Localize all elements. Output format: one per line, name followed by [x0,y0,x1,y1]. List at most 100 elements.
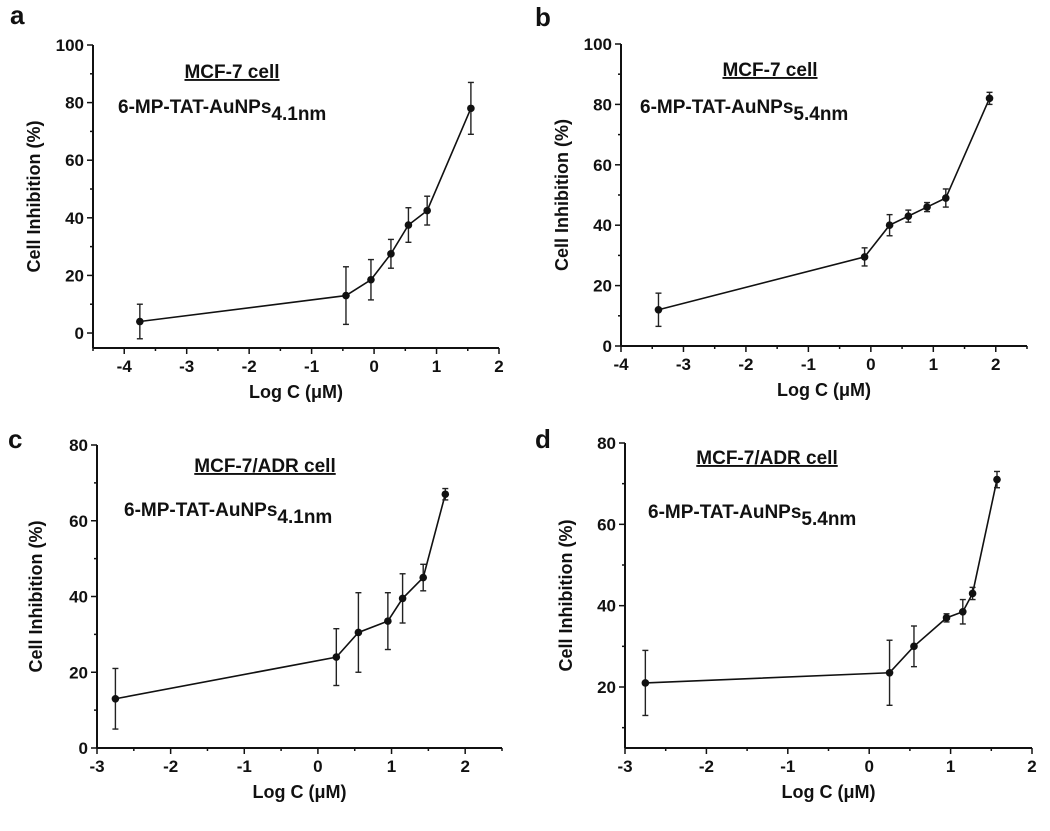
x-tick-label: 0 [864,757,873,776]
x-tick-label: -1 [801,355,816,374]
x-tick-label: -1 [237,757,252,776]
y-tick-label: 60 [69,512,88,531]
data-point [441,490,450,499]
y-tick-label: 20 [69,663,88,682]
series-line [139,108,472,323]
data-point [985,94,994,103]
panel-letter: c [8,424,22,454]
data-point [641,679,650,687]
subtitle-subscript: 5.4nm [801,509,856,530]
x-tick-label: 0 [313,757,322,776]
x-tick-label: -3 [89,757,104,776]
y-tick-label: 20 [65,266,84,285]
x-tick-label: -3 [676,355,691,374]
subtitle-main: 6-MP-TAT-AuNPs [124,500,277,521]
x-axis-label: Log C (μM) [249,382,343,402]
panel-title: MCF-7 cell [184,62,279,83]
data-point [367,275,375,284]
data-point [419,573,428,582]
x-axis-label: Log C (μM) [253,782,347,802]
x-tick-label: -4 [613,355,629,374]
x-tick-label: 1 [929,355,938,374]
panel-subtitle: 6-MP-TAT-AuNPs4.1nm [124,500,332,528]
data-point [923,203,931,211]
x-tick-label: -2 [163,757,178,776]
y-tick-label: 80 [69,436,88,455]
y-tick-label: 80 [593,95,612,114]
x-tick-label: 1 [946,757,955,776]
panel-title: MCF-7 cell [722,60,817,81]
x-tick-label: 2 [460,757,469,776]
x-axis-label: Log C (μM) [777,380,871,400]
data-point [885,668,894,677]
x-tick-label: -1 [304,357,319,376]
panel-letter: a [10,0,25,30]
y-tick-label: 40 [69,588,88,607]
data-point [136,317,144,326]
y-tick-label: 40 [65,209,84,228]
data-point [993,475,1001,484]
subtitle-main: 6-MP-TAT-AuNPs [640,97,793,118]
panel-letter: d [535,424,551,454]
x-tick-label: 2 [1027,757,1036,776]
y-tick-label: 20 [593,277,612,296]
x-tick-label: -2 [242,357,257,376]
data-point [942,614,951,622]
data-point [959,607,967,616]
panel-title: MCF-7/ADR cell [194,456,335,477]
subtitle-subscript: 4.1nm [277,507,332,528]
y-tick-label: 40 [593,216,612,235]
y-axis-label: Cell Inhibition (%) [552,119,572,271]
y-tick-label: 80 [65,94,84,113]
subtitle-main: 6-MP-TAT-AuNPs [118,97,271,118]
y-tick-label: 80 [597,434,616,453]
series-line [658,98,991,311]
data-point [423,206,431,215]
panel-title: MCF-7/ADR cell [696,448,837,469]
data-point [354,628,363,637]
subtitle-main: 6-MP-TAT-AuNPs [648,502,801,523]
y-tick-label: 20 [597,678,616,697]
data-point [968,589,977,598]
x-tick-label: -2 [699,757,714,776]
x-tick-label: -4 [117,357,133,376]
y-axis-label: Cell Inhibition (%) [556,520,576,672]
x-tick-label: 2 [494,357,503,376]
x-tick-label: 1 [432,357,441,376]
subtitle-subscript: 5.4nm [793,104,848,125]
data-point [467,104,475,113]
data-point [654,305,663,314]
y-tick-label: 100 [584,35,612,54]
data-point [860,253,869,261]
y-tick-label: 60 [593,156,612,175]
y-tick-label: 40 [597,597,616,616]
data-point [398,594,407,603]
x-tick-label: 1 [387,757,396,776]
y-axis-label: Cell Inhibition (%) [24,121,44,273]
x-tick-label: -3 [617,757,632,776]
data-point [942,194,950,202]
data-point [885,221,894,229]
x-tick-label: -3 [179,357,194,376]
panel-subtitle: 6-MP-TAT-AuNPs5.4nm [648,502,856,530]
y-axis-label: Cell Inhibition (%) [26,521,46,673]
y-tick-label: 60 [65,151,84,170]
y-tick-label: 60 [597,515,616,534]
panel-d: d -3 -2 -1 0 1 2 20 40 60 80 Log C (μM) Cell Inhibit… [535,424,1037,802]
y-tick-label: 0 [75,324,84,343]
data-point [910,642,918,651]
panel-subtitle: 6-MP-TAT-AuNPs5.4nm [640,97,848,125]
data-point [384,617,392,625]
data-point [904,212,913,220]
data-point [332,653,341,661]
x-tick-label: 2 [991,355,1000,374]
y-tick-label: 0 [79,739,88,758]
data-point [342,291,350,300]
data-point [111,694,120,703]
x-axis-label: Log C (μM) [782,782,876,802]
data-point [387,250,395,258]
panel-subtitle: 6-MP-TAT-AuNPs4.1nm [118,97,326,125]
